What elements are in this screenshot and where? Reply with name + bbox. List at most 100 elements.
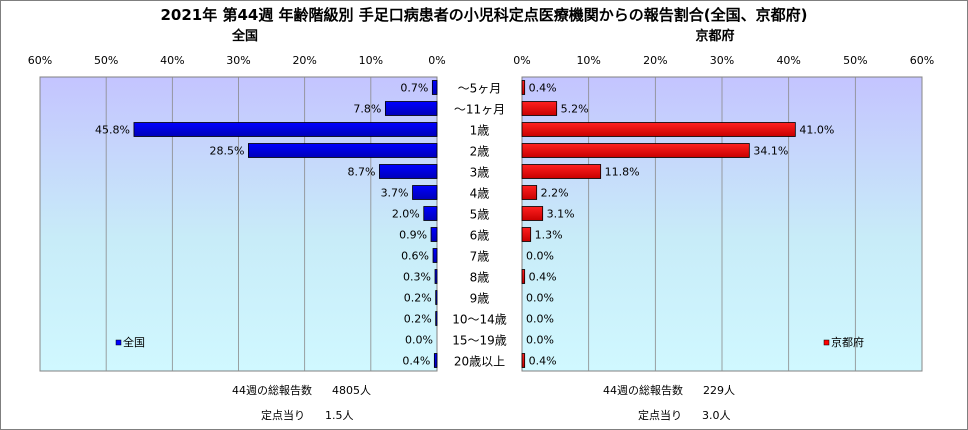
kyoto-subtitle: 京都府 <box>695 28 734 44</box>
national-bar <box>379 164 438 179</box>
category-label: 8歳 <box>470 271 490 285</box>
kyoto-data-label: 0.4% <box>529 271 557 284</box>
category-label: 1歳 <box>470 124 490 138</box>
kyoto-total-label: 44週の総報告数 <box>603 383 683 397</box>
kyoto-data-labels: 0.4% 5.2% 41.0% 34.1% 11.8% 2.2% 3.1% 1.3% 0.0% 0… <box>526 82 834 368</box>
kyoto-tick-labels: 0% 10% 20% 30% 40% 50% 60% <box>513 54 934 67</box>
national-data-label: 0.9% <box>399 229 427 242</box>
national-tick-label: 60% <box>28 54 52 67</box>
national-tick-label: 10% <box>359 54 383 67</box>
kyoto-bar <box>521 80 526 95</box>
national-tick-label: 20% <box>292 54 316 67</box>
kyoto-bar <box>521 227 532 242</box>
national-data-label: 45.8% <box>95 124 130 137</box>
category-label: 2歳 <box>470 145 490 159</box>
national-tick-label: 30% <box>226 54 250 67</box>
national-data-label: 0.7% <box>400 82 428 95</box>
category-labels: ～5ヶ月 ～11ヶ月 1歳 2歳 3歳 4歳 5歳 6歳 7歳 8歳 9歳 10～14歳 15～19歳 2… <box>452 82 507 369</box>
kyoto-legend-label: 京都府 <box>831 335 864 349</box>
kyoto-bar <box>521 101 558 116</box>
kyoto-total-value: 229人 <box>703 384 735 397</box>
category-label: 10～14歳 <box>452 313 507 327</box>
kyoto-data-label: 41.0% <box>799 124 834 137</box>
national-data-labels: 0.7% 7.8% 45.8% 28.5% 8.7% 3.7% 2.0% 0.9% 0.6% 0.… <box>95 82 433 368</box>
category-label: 9歳 <box>470 292 490 306</box>
category-label: ～11ヶ月 <box>454 103 505 117</box>
chart-title: 2021年 第44週 年齢階級別 手足口病患者の小児科定点医療機関からの報告割合… <box>160 6 807 24</box>
national-per-value: 1.5人 <box>325 409 354 422</box>
national-bar <box>433 353 438 368</box>
kyoto-data-label: 34.1% <box>753 145 788 158</box>
kyoto-tick-label: 20% <box>643 54 667 67</box>
kyoto-data-label: 11.8% <box>605 166 640 179</box>
kyoto-legend-swatch <box>823 339 830 346</box>
national-total-value: 4805人 <box>332 384 371 397</box>
category-label: 15～19歳 <box>452 334 507 348</box>
national-bar <box>248 143 438 158</box>
national-data-label: 0.0% <box>405 334 433 347</box>
national-tick-label: 40% <box>160 54 184 67</box>
national-bar <box>435 311 438 326</box>
national-bars <box>133 80 438 368</box>
kyoto-data-label: 0.0% <box>526 250 554 263</box>
kyoto-tick-label: 0% <box>513 54 530 67</box>
kyoto-bar <box>521 143 750 158</box>
kyoto-data-label: 0.4% <box>529 355 557 368</box>
national-data-label: 0.2% <box>404 313 432 326</box>
kyoto-tick-label: 40% <box>776 54 800 67</box>
national-bar <box>435 290 438 305</box>
kyoto-per-label: 定点当り <box>638 408 682 422</box>
national-bar <box>432 248 438 263</box>
category-label: 20歳以上 <box>454 355 505 369</box>
national-data-label: 3.7% <box>381 187 409 200</box>
national-bar <box>384 101 438 116</box>
category-label: 7歳 <box>470 250 490 264</box>
kyoto-bar <box>521 206 544 221</box>
kyoto-data-label: 0.0% <box>526 313 554 326</box>
kyoto-bars <box>521 80 796 368</box>
kyoto-per-value: 3.0人 <box>702 409 731 422</box>
national-tick-labels: 60% 50% 40% 30% 20% 10% 0% <box>28 54 446 67</box>
kyoto-data-label: 0.0% <box>526 334 554 347</box>
national-data-label: 0.6% <box>401 250 429 263</box>
national-data-label: 8.7% <box>347 166 375 179</box>
kyoto-tick-label: 30% <box>710 54 734 67</box>
kyoto-bar <box>521 185 538 200</box>
national-bar <box>133 122 438 137</box>
national-data-label: 2.0% <box>392 208 420 221</box>
national-tick-label: 50% <box>94 54 118 67</box>
national-legend-label: 全国 <box>123 335 145 349</box>
national-bar <box>430 227 438 242</box>
kyoto-data-label: 1.3% <box>535 229 563 242</box>
national-bar <box>412 185 438 200</box>
national-subtitle: 全国 <box>231 28 258 44</box>
national-bar <box>423 206 438 221</box>
national-bar <box>434 269 438 284</box>
national-data-label: 0.4% <box>402 355 430 368</box>
category-label: 6歳 <box>470 229 490 243</box>
national-bar <box>431 80 438 95</box>
national-tick-label: 0% <box>428 54 445 67</box>
category-label: 4歳 <box>470 187 490 201</box>
kyoto-bar <box>521 269 526 284</box>
kyoto-data-label: 0.4% <box>529 82 557 95</box>
kyoto-tick-label: 50% <box>843 54 867 67</box>
kyoto-data-label: 5.2% <box>561 103 589 116</box>
national-data-label: 0.2% <box>404 292 432 305</box>
kyoto-bar <box>521 164 602 179</box>
kyoto-data-label: 3.1% <box>547 208 575 221</box>
category-label: ～5ヶ月 <box>458 82 502 96</box>
category-label: 3歳 <box>470 166 490 180</box>
national-data-label: 28.5% <box>209 145 244 158</box>
national-legend-swatch <box>115 339 122 346</box>
national-data-label: 7.8% <box>353 103 381 116</box>
kyoto-tick-label: 60% <box>910 54 934 67</box>
national-per-label: 定点当り <box>261 408 305 422</box>
kyoto-tick-label: 10% <box>576 54 600 67</box>
national-data-label: 0.3% <box>403 271 431 284</box>
kyoto-bar <box>521 353 526 368</box>
category-label: 5歳 <box>470 208 490 222</box>
kyoto-data-label: 2.2% <box>541 187 569 200</box>
kyoto-bar <box>521 122 796 137</box>
